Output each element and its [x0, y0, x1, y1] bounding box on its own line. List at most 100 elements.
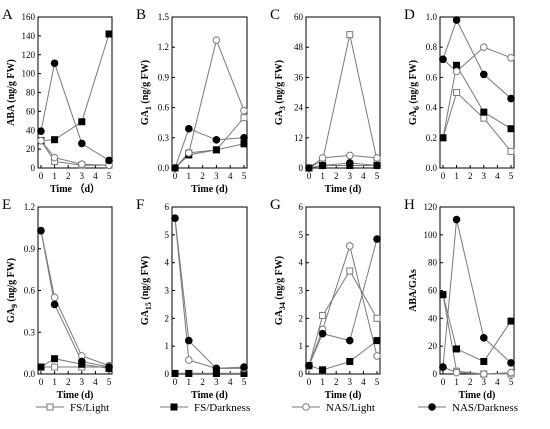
y-tick-label: 0.6 [158, 103, 170, 113]
y-tick-label: 1 [299, 341, 304, 351]
y-tick-label: 0.3 [24, 327, 36, 337]
data-point [319, 312, 327, 320]
x-axis-label: Time (d) [325, 184, 362, 195]
data-point [452, 215, 461, 224]
data-point [453, 345, 461, 353]
x-tick-label: 1 [454, 377, 459, 387]
x-tick-label: 2 [66, 171, 71, 181]
y-axis-label: ABA/GAs [408, 269, 419, 312]
data-point [346, 31, 354, 39]
data-point [78, 118, 86, 126]
series-line [40, 33, 110, 142]
data-point [480, 108, 488, 116]
data-point [212, 36, 221, 44]
data-point [452, 67, 461, 76]
data-point [105, 30, 113, 38]
series-line [308, 340, 378, 371]
series-line [40, 230, 110, 367]
series-line [442, 219, 512, 368]
y-tick-label: 3 [165, 286, 170, 296]
y-tick-label: 140 [22, 31, 36, 41]
x-tick-label: 2 [334, 171, 339, 181]
x-axis-label: Time (d) [57, 390, 94, 401]
y-tick-label: 0.8 [426, 42, 438, 52]
y-tick-label: 6 [299, 202, 304, 212]
panel-letter: D [404, 7, 415, 23]
x-tick-label: 5 [107, 377, 112, 387]
panel-letter: E [2, 197, 11, 213]
y-tick-label: 5 [299, 230, 304, 240]
x-tick-label: 5 [509, 171, 514, 181]
series-line [442, 46, 512, 73]
data-point [507, 359, 515, 367]
y-axis-label: GA34 (ng/g FW) [274, 256, 287, 325]
series-line [40, 140, 110, 166]
data-point [305, 164, 313, 172]
y-tick-label: 0 [165, 369, 170, 379]
legend-label: FS/Light [70, 402, 109, 414]
y-tick-label: 20 [428, 341, 438, 351]
data-point [319, 366, 327, 374]
data-point [453, 61, 461, 69]
data-point [185, 369, 193, 377]
x-axis-label: Time (d) [459, 390, 496, 401]
y-axis-label: ABA (ng/g FW) [6, 59, 17, 126]
data-point [37, 226, 45, 235]
x-tick-label: 3 [348, 171, 353, 181]
x-tick-label: 0 [173, 377, 178, 387]
legend-marker [170, 403, 178, 411]
y-tick-label: 0.2 [426, 133, 437, 143]
data-point [37, 127, 45, 135]
data-point [346, 336, 354, 345]
legend-marker [302, 403, 310, 411]
data-point [50, 153, 59, 162]
data-point [78, 139, 86, 148]
y-tick-label: 2 [299, 313, 304, 323]
y-tick-label: 0 [31, 163, 36, 173]
data-point [240, 363, 248, 371]
x-tick-label: 1 [187, 171, 192, 181]
x-tick-label: 4 [361, 171, 366, 181]
data-point [346, 357, 354, 365]
y-tick-label: 0.9 [24, 244, 36, 254]
legend-label: NAS/Light [326, 402, 375, 414]
x-tick-label: 5 [375, 171, 380, 181]
data-point [78, 160, 86, 169]
y-tick-label: 0 [299, 369, 304, 379]
series-line [40, 358, 110, 369]
data-point [78, 357, 86, 366]
data-point [212, 364, 221, 373]
x-tick-label: 0 [173, 171, 178, 181]
data-point [480, 70, 488, 79]
data-point [318, 161, 327, 170]
y-tick-label: 60 [294, 12, 304, 22]
panel-letter: A [2, 7, 13, 23]
data-point [507, 317, 515, 325]
x-tick-label: 0 [307, 377, 312, 387]
y-tick-label: 160 [22, 12, 36, 22]
data-point [507, 147, 515, 155]
data-point [480, 43, 488, 52]
data-point [51, 136, 59, 144]
data-point [240, 140, 248, 148]
y-tick-label: 4 [165, 258, 170, 268]
data-point [171, 369, 179, 377]
y-tick-label: 80 [26, 88, 36, 98]
y-tick-label: 3 [299, 286, 304, 296]
data-point [51, 355, 59, 363]
panel-letter: H [404, 197, 415, 213]
y-axis-label: GA6 (ng/g FW) [408, 60, 421, 125]
x-tick-label: 5 [375, 377, 380, 387]
plot-frame [171, 16, 248, 169]
x-tick-label: 5 [242, 377, 247, 387]
y-tick-label: 40 [26, 125, 36, 135]
x-tick-label: 4 [361, 377, 366, 387]
y-tick-label: 5 [165, 230, 170, 240]
data-point [240, 134, 248, 142]
data-point [452, 368, 461, 377]
data-point [373, 352, 381, 360]
y-tick-label: 60 [26, 106, 36, 116]
